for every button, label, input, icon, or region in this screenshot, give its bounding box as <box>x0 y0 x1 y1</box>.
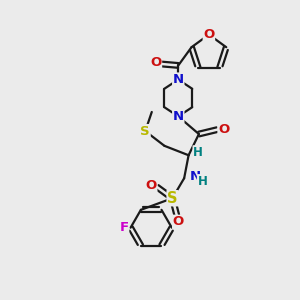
Text: N: N <box>173 73 184 86</box>
Text: H: H <box>193 146 203 159</box>
Text: O: O <box>203 28 214 41</box>
Text: N: N <box>190 170 201 183</box>
Text: S: S <box>140 124 150 138</box>
Text: F: F <box>119 221 129 234</box>
Text: H: H <box>197 175 207 188</box>
Text: O: O <box>173 215 184 228</box>
Text: S: S <box>167 191 178 206</box>
Text: O: O <box>218 123 229 136</box>
Text: O: O <box>146 179 157 192</box>
Text: N: N <box>173 110 184 123</box>
Text: O: O <box>150 56 161 69</box>
